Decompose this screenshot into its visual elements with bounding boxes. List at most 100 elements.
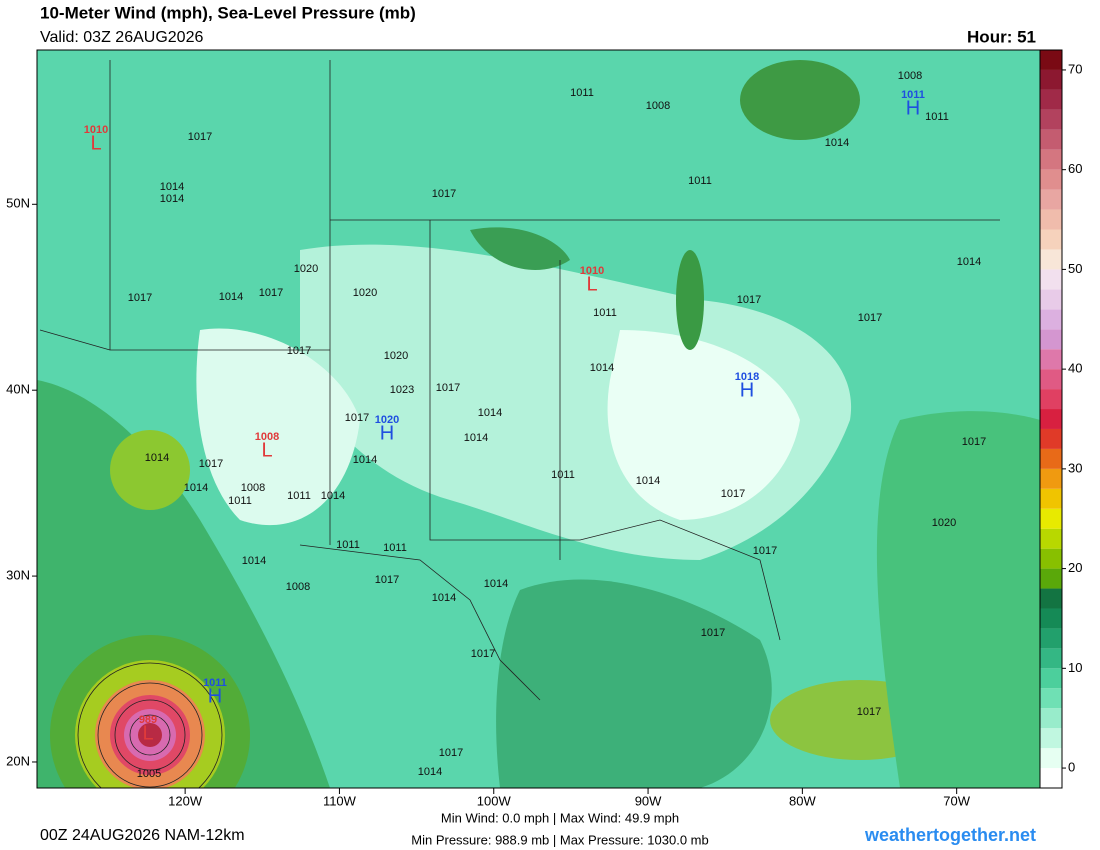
isobar-label: 1017 xyxy=(432,188,456,200)
center-value: 1020 xyxy=(375,414,399,426)
isobar-label: 1014 xyxy=(636,475,660,487)
colorbar-label: 0 xyxy=(1068,759,1075,774)
isobar-label: 1014 xyxy=(432,592,456,604)
isobar-label: 1020 xyxy=(294,263,318,275)
isobar-label: 1011 xyxy=(383,542,407,554)
lat-label: 20N xyxy=(6,753,30,768)
isobar-label: 1008 xyxy=(286,581,310,593)
colorbar-frame xyxy=(1039,49,1063,789)
isobar-label: 1005 xyxy=(137,768,161,780)
isobar-label: 1017 xyxy=(259,287,283,299)
lon-label: 120W xyxy=(168,793,203,808)
isobar-label: 1023 xyxy=(390,384,414,396)
colorbar-band xyxy=(1040,668,1062,689)
colorbar-band xyxy=(1040,389,1062,410)
colorbar-band xyxy=(1040,269,1062,290)
isobar-label: 1017 xyxy=(188,131,212,143)
isobar-label: 1020 xyxy=(932,517,956,529)
isobar-label: 1011 xyxy=(228,495,252,507)
center-symbol: H xyxy=(208,685,222,707)
isobar-label: 1014 xyxy=(418,766,442,778)
isobar-label: 1008 xyxy=(898,70,922,82)
center-value: 1018 xyxy=(735,371,759,383)
forecast-hour: Hour: 51 xyxy=(967,27,1036,46)
colorbar-band xyxy=(1040,748,1062,769)
lon-label: 70W xyxy=(943,793,970,808)
colorbar-band xyxy=(1040,488,1062,509)
colorbar-label: 50 xyxy=(1068,261,1082,276)
colorbar-band xyxy=(1040,708,1062,729)
center-symbol: H xyxy=(380,422,394,444)
center-value: 1010 xyxy=(580,265,604,277)
colorbar-band xyxy=(1040,528,1062,549)
isobar-label: 1014 xyxy=(184,482,208,494)
lon-label: 110W xyxy=(323,793,357,808)
isobar-label: 1014 xyxy=(160,193,184,205)
isobar-label: 1017 xyxy=(471,648,495,660)
colorbar-band xyxy=(1040,409,1062,429)
center-symbol: L xyxy=(142,722,153,744)
isobar-label: 1017 xyxy=(721,488,745,500)
title: 10-Meter Wind (mph), Sea-Level Pressure … xyxy=(40,3,416,22)
isobar-label: 1014 xyxy=(160,181,184,193)
isobar-label: 1008 xyxy=(646,100,670,112)
lon-label: 90W xyxy=(635,793,662,808)
isobar-label: 1017 xyxy=(128,292,152,304)
center-value: 989 xyxy=(139,714,157,726)
colorbar-band xyxy=(1040,169,1062,190)
colorbar-band xyxy=(1040,289,1062,310)
colorbar-band xyxy=(1040,628,1062,649)
center-value: 1011 xyxy=(203,677,227,689)
isobar-label: 1011 xyxy=(287,490,311,502)
colorbar-band xyxy=(1040,149,1062,170)
wind-range: Min Wind: 0.0 mph | Max Wind: 49.9 mph xyxy=(441,810,679,825)
colorbar-label: 40 xyxy=(1068,361,1082,376)
isobar-label: 1020 xyxy=(353,287,377,299)
isobar-label: 1014 xyxy=(242,555,266,567)
center-value: 1011 xyxy=(901,89,925,101)
isobar-label: 1017 xyxy=(439,747,463,759)
isobar-label: 1008 xyxy=(241,482,265,494)
colorbar-label: 70 xyxy=(1068,61,1082,76)
colorbar-band xyxy=(1040,428,1062,449)
lat-label: 30N xyxy=(6,568,30,583)
isobar-label: 1017 xyxy=(858,312,882,324)
model-run: 00Z 24AUG2026 NAM-12km xyxy=(40,827,245,844)
colorbar-band xyxy=(1040,369,1062,390)
isobar-label: 1011 xyxy=(593,307,617,319)
isobar-label: 1017 xyxy=(962,436,986,448)
lat-label: 50N xyxy=(6,196,30,211)
isobar-label: 1011 xyxy=(336,539,360,551)
valid-time: Valid: 03Z 26AUG2026 xyxy=(40,29,203,46)
colorbar-band xyxy=(1040,129,1062,150)
colorbar-label: 60 xyxy=(1068,161,1082,176)
isobar-label: 1020 xyxy=(384,350,408,362)
center-symbol: L xyxy=(586,273,597,295)
colorbar-label: 30 xyxy=(1068,460,1082,475)
isobar-label: 1014 xyxy=(353,454,377,466)
pressure-range: Min Pressure: 988.9 mb | Max Pressure: 1… xyxy=(411,832,708,847)
isobar-label: 1017 xyxy=(436,382,460,394)
colorbar-band xyxy=(1040,89,1062,110)
colorbar-label: 10 xyxy=(1068,660,1082,675)
isobar-label: 1014 xyxy=(145,452,169,464)
colorbar-band xyxy=(1040,448,1062,469)
isobar-label: 1017 xyxy=(345,412,369,424)
isobar-label: 1014 xyxy=(219,291,243,303)
isobar-label: 1017 xyxy=(737,294,761,306)
colorbar-band xyxy=(1040,189,1062,210)
isobar-label: 1014 xyxy=(957,256,981,268)
lon-label: 100W xyxy=(477,793,512,808)
isobar-label: 1017 xyxy=(199,458,223,470)
isobar-label: 1017 xyxy=(287,345,311,357)
colorbar-band xyxy=(1040,728,1062,749)
colorbar-band xyxy=(1040,508,1062,529)
colorbar-band xyxy=(1040,688,1062,709)
colorbar-band xyxy=(1040,209,1062,230)
colorbar-band xyxy=(1040,109,1062,130)
isobar-label: 1014 xyxy=(464,432,488,444)
isobar-label: 1014 xyxy=(321,490,345,502)
colorbar-band xyxy=(1040,468,1062,489)
colorbar-band xyxy=(1040,309,1062,330)
wind-field xyxy=(37,50,1040,788)
